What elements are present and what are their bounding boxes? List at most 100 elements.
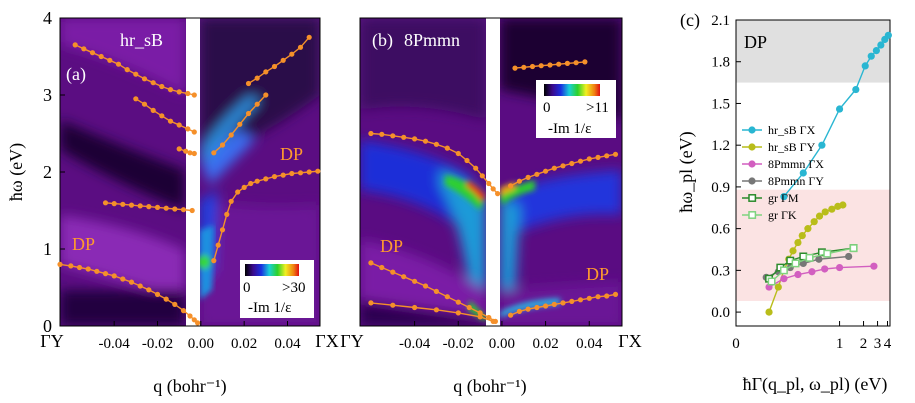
a-ytick-label: 3: [43, 85, 52, 105]
b-data-point: [466, 304, 472, 311]
c-legend-marker: [748, 211, 757, 219]
c-legend-marker: [748, 160, 756, 168]
a-data-point: [180, 207, 187, 213]
c-xtick-label: 3: [874, 336, 882, 352]
a-data-point: [254, 178, 260, 184]
b-data-point: [422, 138, 429, 144]
a-data-point: [306, 169, 312, 175]
a-data-point: [85, 266, 91, 272]
panel-a-colorbar-label: -Im 1/ε: [248, 300, 291, 316]
a-data-point: [180, 308, 187, 314]
panel-b-heatmap: [360, 18, 622, 326]
a-data-point: [154, 204, 161, 210]
b-data-point: [444, 294, 450, 300]
b-data-point: [390, 269, 396, 275]
panel-b-xlabel: q (bohr⁻¹): [453, 376, 526, 397]
a-data-point: [57, 261, 63, 267]
c-data-point: [877, 41, 885, 49]
a-data-point: [172, 206, 178, 212]
panel-a-xticks: -0.04 -0.02 0.00 0.02 0.04: [99, 321, 301, 352]
c-data-point: [779, 266, 788, 275]
a-data-point: [89, 50, 96, 56]
b-data-point: [534, 304, 540, 311]
c-data-point: [767, 277, 776, 286]
a-data-point: [191, 317, 197, 323]
b-data-point: [412, 136, 418, 142]
a-data-point: [235, 189, 241, 195]
a-data-point: [306, 34, 312, 40]
b-xtick-label: 0.02: [532, 336, 558, 352]
a-data-point: [159, 83, 165, 90]
panel-a-dp-right: DP: [280, 144, 303, 164]
panel-c-xlabel: ħΓ(q_pl, ω_pl) (eV): [743, 374, 888, 395]
a-data-point: [137, 203, 143, 209]
b-data-point: [508, 312, 514, 318]
panel-a-colorbar-max: >30: [282, 280, 305, 296]
c-xtick-label: 1: [836, 336, 844, 352]
a-data-point: [248, 180, 254, 187]
c-data-point: [849, 244, 858, 253]
a-data-point: [183, 148, 189, 154]
b-data-point: [551, 301, 557, 307]
a-data-point: [128, 202, 135, 208]
a-data-point: [211, 150, 217, 156]
c-ytick-label: 0.3: [711, 263, 730, 279]
b-data-point: [490, 318, 496, 324]
a-ytick-label: 0: [43, 316, 52, 336]
b-data-point: [433, 141, 439, 147]
c-data-point: [794, 238, 802, 247]
a-data-point: [111, 273, 117, 279]
a-data-point: [167, 87, 174, 93]
a-data-point: [146, 287, 152, 293]
c-data-point: [884, 31, 892, 39]
c-ytick-label: 0.6: [711, 222, 730, 238]
a-data-point: [195, 320, 201, 326]
a-data-point: [271, 174, 278, 180]
c-data-point: [815, 212, 824, 220]
a-data-point: [191, 92, 197, 98]
a-data-point: [228, 132, 234, 138]
b-data-point: [547, 62, 553, 68]
a-data-point: [176, 122, 182, 128]
panel-b: (b) 8Pmmn DP DP 0 >11 -Im 1/ε -0.04 -0.02…: [340, 17, 642, 397]
b-data-point: [512, 65, 518, 71]
c-data-point: [815, 255, 823, 263]
b-data-point: [464, 157, 470, 164]
a-data-point: [154, 291, 161, 297]
panel-c-region-label: DP: [744, 32, 767, 52]
panel-b-title: 8Pmmn: [404, 30, 460, 50]
b-data-point: [477, 310, 483, 316]
a-data-point: [146, 204, 152, 210]
c-data-point: [867, 52, 875, 60]
a-data-point: [254, 75, 260, 81]
panel-c-yticks: 0.0 0.3 0.6 0.9 1.2 1.5 1.8 2.1: [711, 13, 741, 321]
b-data-point: [564, 60, 571, 66]
b-xtick-label: -0.02: [443, 336, 474, 352]
b-data-point: [516, 308, 523, 314]
panel-c: DP (c) hr_sB ΓX hr_sB ΓY 8Pmmn ΓX 8Pmmn ΓY g…: [676, 10, 892, 395]
a-data-point: [215, 242, 221, 248]
b-data-point: [379, 264, 385, 271]
b-xtick-label: -0.04: [399, 336, 431, 352]
panel-c-legend: hr_sB ΓX hr_sB ΓY 8Pmmn ΓX 8Pmmn ΓY gr ΓM gr …: [742, 123, 824, 222]
b-data-point: [390, 133, 396, 139]
b-data-point: [560, 300, 566, 306]
c-data-point: [861, 62, 869, 70]
c-data-point: [780, 193, 788, 201]
a-data-point: [167, 118, 174, 124]
a-data-point: [289, 51, 295, 57]
a-data-point: [241, 184, 247, 190]
c-ytick-label: 1.5: [711, 96, 730, 112]
panel-b-series: [368, 59, 619, 324]
panel-a-colorbar-min: 0: [243, 280, 251, 296]
b-data-point: [534, 171, 540, 177]
c-data-point: [810, 218, 818, 226]
a-data-point: [271, 63, 278, 70]
panel-a-title: hr_sB: [120, 30, 163, 50]
a-data-point: [68, 263, 74, 269]
a-data-point: [72, 42, 78, 48]
panel-a-end-left: ΓY: [40, 331, 63, 351]
b-data-point: [551, 165, 557, 171]
